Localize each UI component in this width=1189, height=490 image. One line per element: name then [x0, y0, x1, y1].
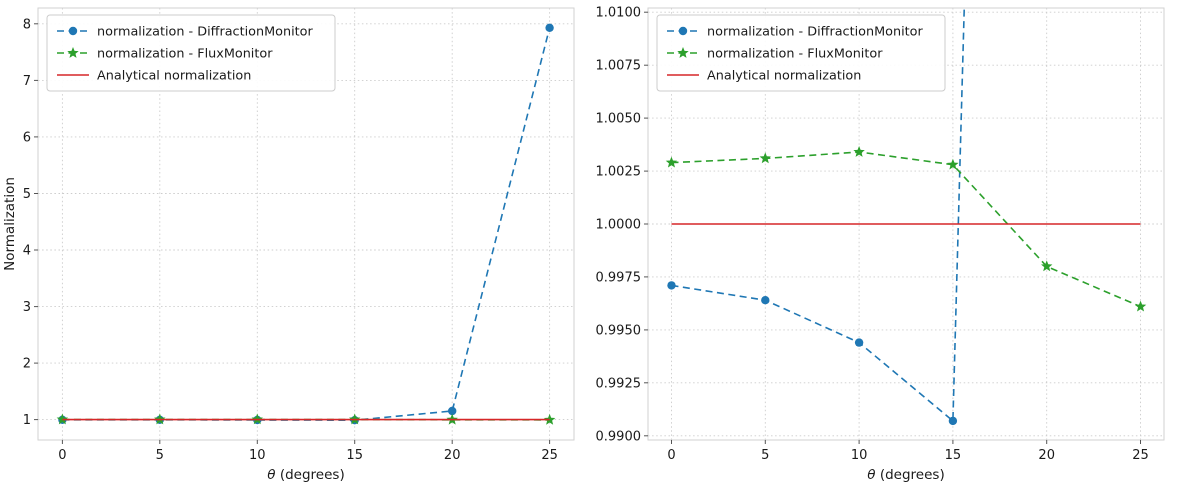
- legend-sample-marker: [677, 47, 689, 58]
- data-point-marker: [948, 416, 958, 426]
- y-tick-label: 1.0100: [596, 6, 642, 21]
- data-point-marker: [545, 23, 554, 32]
- data-point-marker: [761, 296, 770, 305]
- legend-box: [46, 14, 336, 92]
- y-tick-label: 1.0050: [596, 112, 642, 127]
- axes-frame: [37, 7, 575, 441]
- right-chart: 0 5 10 15 20 25 0.9900 0.9925 0.9950 0.9975 1.0000…: [594, 0, 1189, 490]
- x-tick-label: 20: [1038, 448, 1055, 463]
- data-point-marker: [1134, 300, 1147, 312]
- legend-sample-marker: [67, 47, 79, 58]
- legend: normalization - DiffractionMonitor normal…: [656, 14, 946, 92]
- legend-sample-marker: [68, 26, 78, 36]
- y-tick-label: 0.9950: [596, 323, 642, 338]
- y-tick-label: 6: [23, 130, 31, 145]
- legend-item-label: normalization - DiffractionMonitor: [707, 25, 923, 40]
- x-tick-label: 20: [444, 448, 461, 463]
- data-point-marker: [665, 156, 678, 168]
- x-axis-label: θ (degrees): [267, 467, 344, 483]
- data-point-marker: [448, 406, 457, 416]
- data-point-marker: [667, 281, 676, 290]
- legend-item-label: Analytical normalization: [97, 69, 251, 84]
- series-line: [671, 8, 966, 423]
- y-tick-label: 2: [23, 357, 31, 372]
- data-point-marker: [947, 158, 959, 170]
- y-tick-label: 0.9900: [596, 429, 642, 444]
- x-tick-label: 10: [851, 448, 868, 463]
- data-point-marker: [56, 413, 69, 425]
- y-tick-label: 1.0000: [596, 218, 642, 233]
- legend-sample-marker: [678, 26, 688, 36]
- y-tick-label: 7: [23, 74, 31, 89]
- x-tick-label: 5: [156, 448, 164, 463]
- x-tick-label: 0: [58, 448, 66, 463]
- x-tick-label: 15: [945, 448, 962, 463]
- x-axis-label: θ (degrees): [867, 467, 944, 483]
- y-tick-label: 1.0025: [596, 165, 642, 180]
- data-point-marker: [853, 146, 865, 157]
- data-point-marker: [543, 413, 556, 425]
- x-tick-label: 15: [346, 448, 363, 463]
- y-tick-label: 1: [23, 413, 31, 428]
- left-chart: 0 5 10 15 20 25 1 2 3 4 5 6 7 8 θ (degrees) Normalizati…: [0, 0, 594, 490]
- series-line: [671, 151, 1141, 308]
- y-tick-label: 3: [23, 300, 31, 315]
- y-tick-label: 0.9925: [596, 376, 642, 391]
- data-point-marker: [1041, 260, 1053, 272]
- legend-box: [656, 14, 946, 92]
- data-point-marker: [854, 338, 864, 347]
- y-tick-label: 0.9975: [596, 270, 642, 285]
- legend-item-label: Analytical normalization: [707, 69, 861, 84]
- x-tick-label: 25: [541, 448, 558, 463]
- legend-item-label: normalization - FluxMonitor: [97, 47, 273, 62]
- y-tick-label: 1.0075: [596, 59, 642, 74]
- y-tick-label: 8: [23, 17, 31, 32]
- y-axis-label: Normalization: [2, 177, 18, 271]
- data-point-marker: [759, 152, 771, 164]
- series-group: [665, 146, 1147, 312]
- x-tick-label: 10: [249, 448, 266, 463]
- legend-item-label: normalization - DiffractionMonitor: [97, 25, 313, 40]
- y-tick-label: 5: [23, 187, 31, 202]
- legend: normalization - DiffractionMonitor normal…: [46, 14, 336, 92]
- series-group: [667, 8, 966, 426]
- x-tick-label: 5: [761, 448, 769, 463]
- x-tick-label: 25: [1132, 448, 1149, 463]
- legend-item-label: normalization - FluxMonitor: [707, 47, 883, 62]
- y-tick-label: 4: [23, 244, 31, 259]
- x-tick-label: 0: [667, 448, 675, 463]
